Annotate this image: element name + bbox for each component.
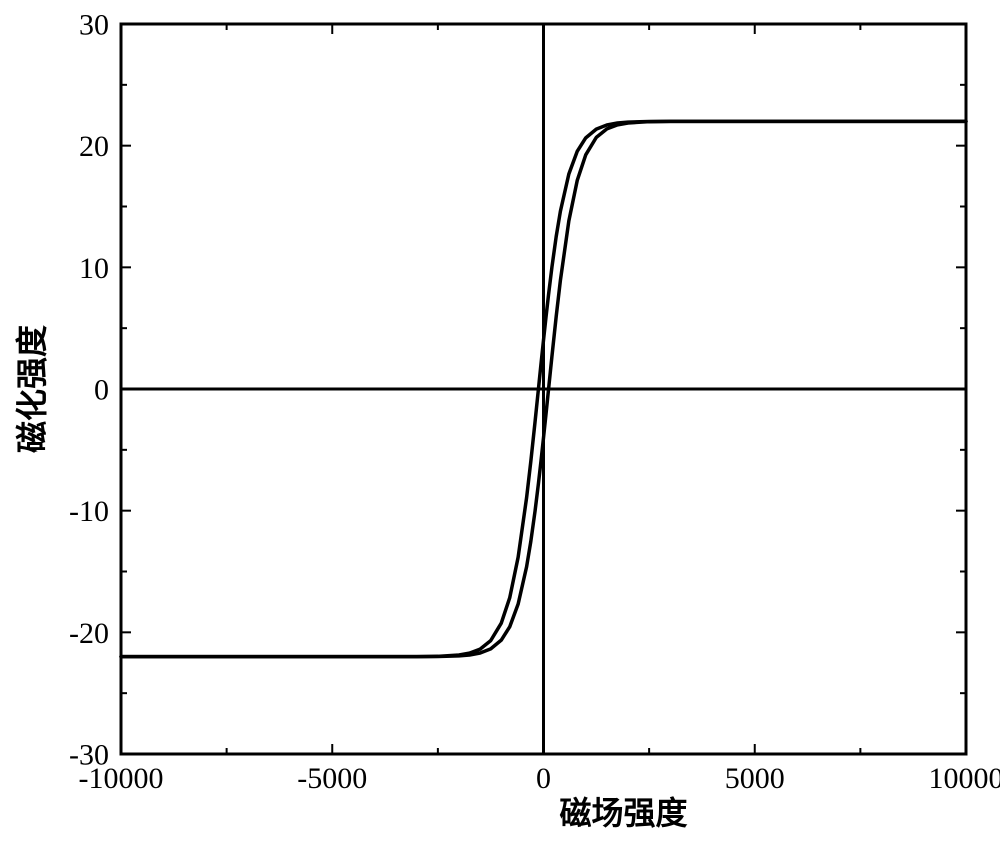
y-tick-label: -20	[69, 617, 109, 650]
y-tick-label: 10	[79, 252, 109, 285]
chart-background	[0, 0, 1000, 844]
y-tick-label: 0	[94, 374, 109, 407]
hysteresis-chart: -10000-50000500010000-30-20-100102030磁场强…	[0, 0, 1000, 844]
x-axis-label: 磁场强度	[559, 795, 687, 831]
y-tick-label: 20	[79, 130, 109, 163]
x-tick-label: 0	[536, 762, 551, 795]
x-tick-label: 5000	[725, 762, 785, 795]
y-tick-label: 30	[79, 9, 109, 42]
x-tick-label: 10000	[929, 762, 1000, 795]
y-axis-label: 磁化强度	[14, 325, 50, 453]
y-tick-label: -30	[69, 739, 109, 772]
x-tick-label: -5000	[297, 762, 367, 795]
chart-svg: -10000-50000500010000-30-20-100102030磁场强…	[0, 0, 1000, 844]
y-tick-label: -10	[69, 495, 109, 528]
